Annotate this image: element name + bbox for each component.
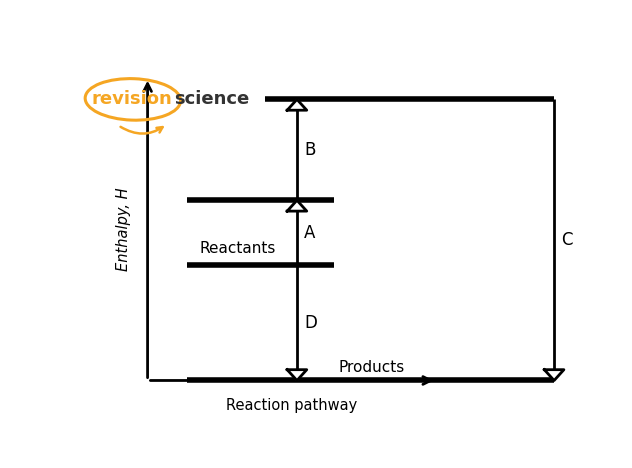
FancyArrowPatch shape [121,127,162,133]
Text: D: D [305,314,317,332]
Polygon shape [287,370,307,380]
Text: Enthalpy, H: Enthalpy, H [116,187,131,271]
Text: C: C [561,231,573,249]
Polygon shape [544,370,564,380]
Polygon shape [287,99,307,110]
Polygon shape [287,200,307,211]
Text: B: B [305,141,315,159]
Text: Products: Products [339,360,405,375]
Text: Reaction pathway: Reaction pathway [226,398,358,413]
Text: A: A [305,224,315,242]
Text: science: science [174,90,250,109]
Text: revision: revision [91,90,172,109]
Text: Reactants: Reactants [199,241,276,256]
